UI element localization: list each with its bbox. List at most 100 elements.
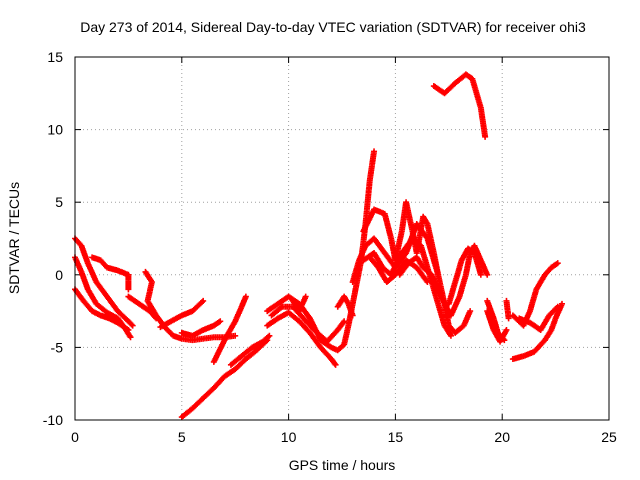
data-trail (350, 280, 360, 306)
series-arc3 (72, 286, 132, 333)
data-trail (269, 304, 284, 318)
data-trail (318, 345, 334, 361)
grid (75, 57, 609, 420)
data-trail (336, 342, 346, 353)
data-trail (201, 323, 216, 333)
x-tick-label: 15 (388, 429, 404, 445)
data-trail (469, 77, 484, 110)
data-trail (281, 303, 295, 310)
data-trail (429, 273, 441, 291)
chart-title: Day 273 of 2014, Sidereal Day-to-day VTE… (80, 19, 586, 35)
data-trail (250, 339, 265, 350)
data-trail (115, 309, 131, 324)
series-arc23 (430, 71, 489, 140)
data-trail (543, 265, 554, 277)
data-trail (72, 256, 84, 274)
data-trail (201, 334, 216, 342)
data-trail (350, 259, 362, 284)
data-trail (297, 295, 308, 313)
data-trail (297, 319, 312, 335)
data-trail (171, 333, 184, 342)
data-trail (549, 261, 560, 270)
data-trail (191, 335, 205, 343)
data-trail (81, 299, 94, 313)
data-trail (116, 268, 130, 278)
data-trail (484, 299, 497, 320)
data-trail (372, 236, 387, 255)
series-arc6 (125, 293, 160, 322)
data-trail (367, 255, 381, 270)
data-trail (517, 316, 532, 326)
y-tick-label: 10 (47, 122, 63, 138)
y-tick-label: -5 (51, 339, 64, 355)
data-trail (79, 244, 91, 265)
series-arc29 (516, 303, 561, 333)
data-trail (222, 367, 237, 379)
data-trail (147, 309, 159, 321)
data-trail (392, 229, 405, 262)
data-trail (511, 353, 525, 362)
data-trail (478, 258, 490, 277)
data-trail (180, 335, 194, 343)
data-trail (399, 236, 415, 255)
series-arc22 (445, 245, 484, 307)
data-trail (435, 287, 447, 306)
series-arc27 (509, 300, 566, 363)
y-tick-label: 5 (55, 194, 63, 210)
data-trail (548, 317, 558, 332)
data-trail (457, 273, 469, 298)
data-trail (222, 319, 238, 342)
tick-labels: 0 5 10 15 20 25 -10 -5 0 5 10 15 (43, 49, 617, 445)
data-trail (435, 302, 447, 327)
data-trail (424, 222, 437, 255)
data-trail (286, 310, 301, 324)
series-arc20 (366, 254, 431, 286)
series-arc26 (503, 297, 512, 322)
data-trail (421, 215, 430, 226)
data-trail (265, 301, 280, 314)
data-trail (453, 323, 466, 335)
y-axis-label: SDTVAR / TECUs (6, 182, 22, 294)
data-trail (442, 324, 453, 338)
series-arc5 (142, 268, 239, 344)
data-trail (239, 345, 254, 358)
data-trail (180, 308, 194, 318)
data-trail (107, 316, 120, 325)
data-trail (105, 265, 120, 273)
data-trail (463, 251, 473, 277)
data-trail (497, 328, 509, 344)
data-trail (534, 273, 548, 291)
data-trail (125, 273, 132, 291)
data-trail (301, 316, 316, 332)
data-trail (159, 319, 173, 330)
data-trail (99, 312, 111, 321)
data-trail (472, 244, 484, 262)
data-trail (421, 265, 434, 277)
data-trail (452, 259, 465, 284)
data-trail (169, 313, 184, 324)
data-trail (527, 288, 539, 313)
data-trail (397, 261, 411, 277)
y-tick-label: -10 (43, 412, 63, 428)
data-trail (145, 280, 155, 303)
data-trail (126, 294, 141, 306)
data-trail (212, 334, 226, 341)
data-trail (190, 299, 205, 313)
x-tick-label: 10 (281, 429, 297, 445)
data-trail (466, 246, 477, 256)
data-trail (94, 301, 109, 315)
data-trail (325, 328, 340, 344)
x-tick-label: 25 (601, 429, 617, 445)
data-trail (85, 261, 99, 284)
data-trail (319, 338, 333, 350)
data-trail (382, 212, 394, 240)
plot-frame (74, 56, 610, 421)
data-trail (90, 308, 103, 318)
data-trail (448, 295, 462, 317)
x-tick-label: 0 (71, 429, 79, 445)
data-trail (126, 319, 135, 328)
data-trail (190, 396, 205, 411)
data-trail (244, 348, 259, 361)
series-arc1 (72, 235, 136, 329)
data-trail (522, 349, 536, 359)
